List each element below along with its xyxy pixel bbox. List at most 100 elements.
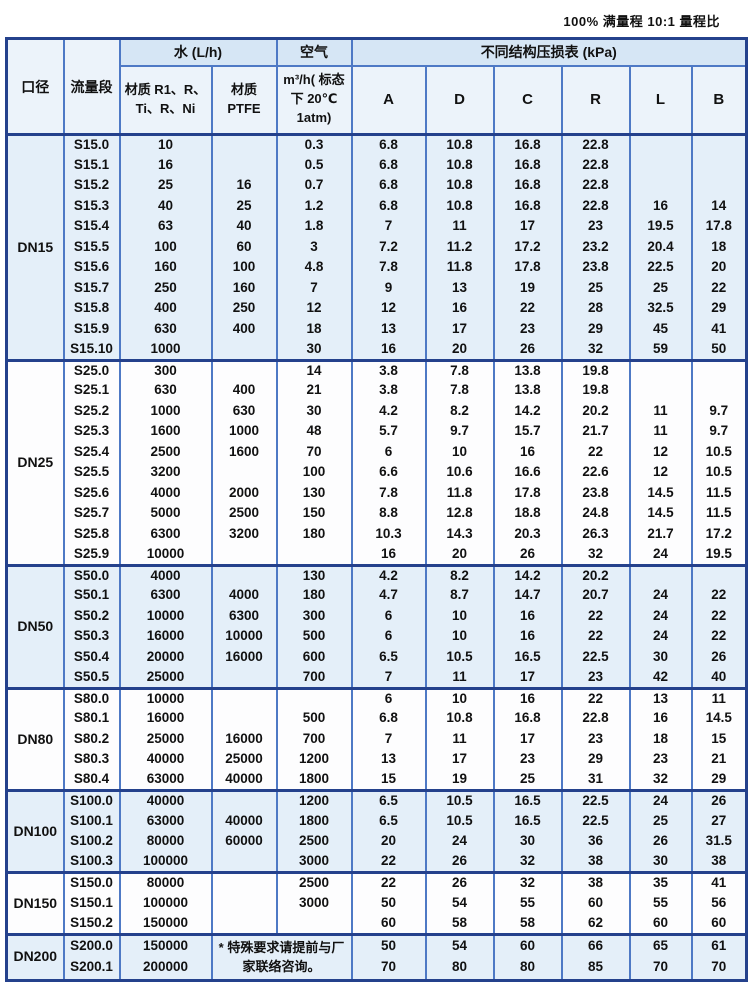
air-cell: 700 bbox=[275, 667, 352, 688]
table-row: S50.4 20000 16000 600 6.5 10.5 16.5 22.5 30 26 bbox=[7, 647, 747, 668]
pressure-D-cell: 80 bbox=[424, 957, 494, 980]
pressure-A-cell: 13 bbox=[350, 749, 426, 770]
pressure-L-cell: 14.5 bbox=[628, 483, 692, 504]
table-row: S150.2 150000 60 58 58 62 60 60 bbox=[7, 913, 747, 934]
flow-segment-cell: S25.1 bbox=[62, 380, 120, 401]
pressure-A-cell: 16 bbox=[350, 339, 426, 360]
pressure-L-cell bbox=[628, 134, 692, 155]
flow-segment-cell: S200.0 bbox=[62, 934, 120, 957]
pressure-A-cell: 6.8 bbox=[350, 155, 426, 176]
pressure-R-cell: 85 bbox=[560, 957, 630, 980]
pressure-L-cell: 30 bbox=[628, 647, 692, 668]
water-material1-cell: 20000 bbox=[118, 647, 212, 668]
pressure-R-cell: 22 bbox=[560, 606, 630, 627]
pressure-A-cell: 7.8 bbox=[350, 483, 426, 504]
pressure-C-cell: 22 bbox=[492, 298, 562, 319]
water-ptfe-cell: 2000 bbox=[210, 483, 277, 504]
pressure-D-cell: 12.8 bbox=[424, 503, 494, 524]
pressure-A-cell: 6.8 bbox=[350, 196, 426, 217]
pressure-R-cell: 24.8 bbox=[560, 503, 630, 524]
pressure-A-cell: 22 bbox=[350, 852, 426, 873]
pressure-R-cell: 20.7 bbox=[560, 585, 630, 606]
pressure-D-cell: 11 bbox=[424, 729, 494, 750]
pressure-A-cell: 70 bbox=[350, 957, 426, 980]
air-cell bbox=[275, 544, 352, 565]
pressure-R-cell: 38 bbox=[560, 852, 630, 873]
pressure-D-cell: 10.8 bbox=[424, 708, 494, 729]
pressure-A-cell: 6.5 bbox=[350, 811, 426, 832]
pressure-R-cell: 22 bbox=[560, 688, 630, 709]
header-col-D: D bbox=[424, 65, 494, 135]
group-DN25: DN25 S25.0 300 14 3.8 7.8 13.8 19.8 S25.1 630 400 2… bbox=[5, 360, 747, 565]
pressure-C-cell: 17.2 bbox=[492, 237, 562, 258]
air-cell: 130 bbox=[275, 565, 352, 586]
air-cell: 0.5 bbox=[275, 155, 352, 176]
pressure-L-cell: 60 bbox=[628, 913, 692, 934]
water-material1-cell: 40 bbox=[118, 196, 212, 217]
table-row: DN50 S50.0 4000 130 4.2 8.2 14.2 20.2 bbox=[5, 565, 747, 688]
pressure-C-cell: 18.8 bbox=[492, 503, 562, 524]
water-material1-cell: 100000 bbox=[118, 893, 212, 914]
pressure-B-cell bbox=[690, 134, 747, 155]
water-material1-cell: 250 bbox=[118, 278, 212, 299]
pressure-A-cell: 6 bbox=[350, 606, 426, 627]
water-ptfe-cell: 60000 bbox=[210, 831, 277, 852]
pressure-R-cell: 22.5 bbox=[560, 647, 630, 668]
pressure-C-cell: 16.8 bbox=[492, 155, 562, 176]
table-header: 口径 流量段 水 (L/h) 空气 不同结构压损表 (kPa) 材质 R1、R、… bbox=[5, 38, 747, 136]
pressure-R-cell: 22 bbox=[560, 626, 630, 647]
water-ptfe-cell bbox=[210, 667, 277, 688]
water-ptfe-cell bbox=[210, 790, 277, 811]
pressure-B-cell bbox=[690, 565, 747, 586]
pressure-A-cell: 22 bbox=[350, 872, 426, 893]
air-cell: 70 bbox=[275, 442, 352, 463]
flow-segment-cell: S15.1 bbox=[62, 155, 120, 176]
group-DN200: DN200 S200.0 150000 * 特殊要求请提前与厂家联络咨询。 50 54 60… bbox=[5, 934, 747, 980]
pressure-C-cell: 14.2 bbox=[492, 565, 562, 586]
diameter-cell: DN15 bbox=[5, 134, 64, 360]
pressure-C-cell: 16.5 bbox=[492, 790, 562, 811]
pressure-R-cell: 20.2 bbox=[560, 565, 630, 586]
pressure-L-cell: 19.5 bbox=[628, 216, 692, 237]
water-ptfe-cell: 16000 bbox=[210, 729, 277, 750]
pressure-A-cell: 5.7 bbox=[350, 421, 426, 442]
pressure-B-cell bbox=[690, 380, 747, 401]
pressure-D-cell: 58 bbox=[424, 913, 494, 934]
pressure-C-cell: 25 bbox=[492, 770, 562, 791]
pressure-R-cell: 32 bbox=[560, 339, 630, 360]
pressure-C-cell: 23 bbox=[492, 749, 562, 770]
range-ratio-note: 100% 满量程 10:1 量程比 bbox=[563, 14, 720, 29]
pressure-D-cell: 14.3 bbox=[424, 524, 494, 545]
water-ptfe-cell: 60 bbox=[210, 237, 277, 258]
flow-segment-cell: S25.3 bbox=[62, 421, 120, 442]
header-col-B: B bbox=[690, 65, 747, 135]
water-ptfe-cell: 16000 bbox=[210, 647, 277, 668]
pressure-B-cell bbox=[690, 360, 747, 381]
air-cell: 0.7 bbox=[275, 175, 352, 196]
water-material1-cell: 10000 bbox=[118, 544, 212, 565]
pressure-C-cell: 13.8 bbox=[492, 380, 562, 401]
flow-segment-cell: S80.0 bbox=[62, 688, 120, 709]
air-cell: 1.8 bbox=[275, 216, 352, 237]
pressure-C-cell: 30 bbox=[492, 831, 562, 852]
pressure-B-cell: 15 bbox=[690, 729, 747, 750]
water-ptfe-cell: 160 bbox=[210, 278, 277, 299]
pressure-B-cell: 14.5 bbox=[690, 708, 747, 729]
pressure-R-cell: 32 bbox=[560, 544, 630, 565]
pressure-B-cell bbox=[690, 155, 747, 176]
pressure-R-cell: 29 bbox=[560, 319, 630, 340]
table-row: S15.3 40 25 1.2 6.8 10.8 16.8 22.8 16 14 bbox=[7, 196, 747, 217]
pressure-C-cell: 16 bbox=[492, 606, 562, 627]
pressure-R-cell: 22.8 bbox=[560, 155, 630, 176]
flow-segment-cell: S100.1 bbox=[62, 811, 120, 832]
pressure-L-cell: 32 bbox=[628, 770, 692, 791]
table-row: DN80 S80.0 10000 6 10 16 22 13 11 bbox=[5, 688, 747, 791]
water-material1-cell: 100 bbox=[118, 237, 212, 258]
table-row: S15.8 400 250 12 12 16 22 28 32.5 29 bbox=[7, 298, 747, 319]
pressure-L-cell: 18 bbox=[628, 729, 692, 750]
pressure-R-cell: 23 bbox=[560, 667, 630, 688]
pressure-D-cell: 20 bbox=[424, 544, 494, 565]
pressure-A-cell: 6 bbox=[350, 442, 426, 463]
table-row: S25.6 4000 2000 130 7.8 11.8 17.8 23.8 14.5 11.5 bbox=[7, 483, 747, 504]
pressure-R-cell: 22.8 bbox=[560, 196, 630, 217]
